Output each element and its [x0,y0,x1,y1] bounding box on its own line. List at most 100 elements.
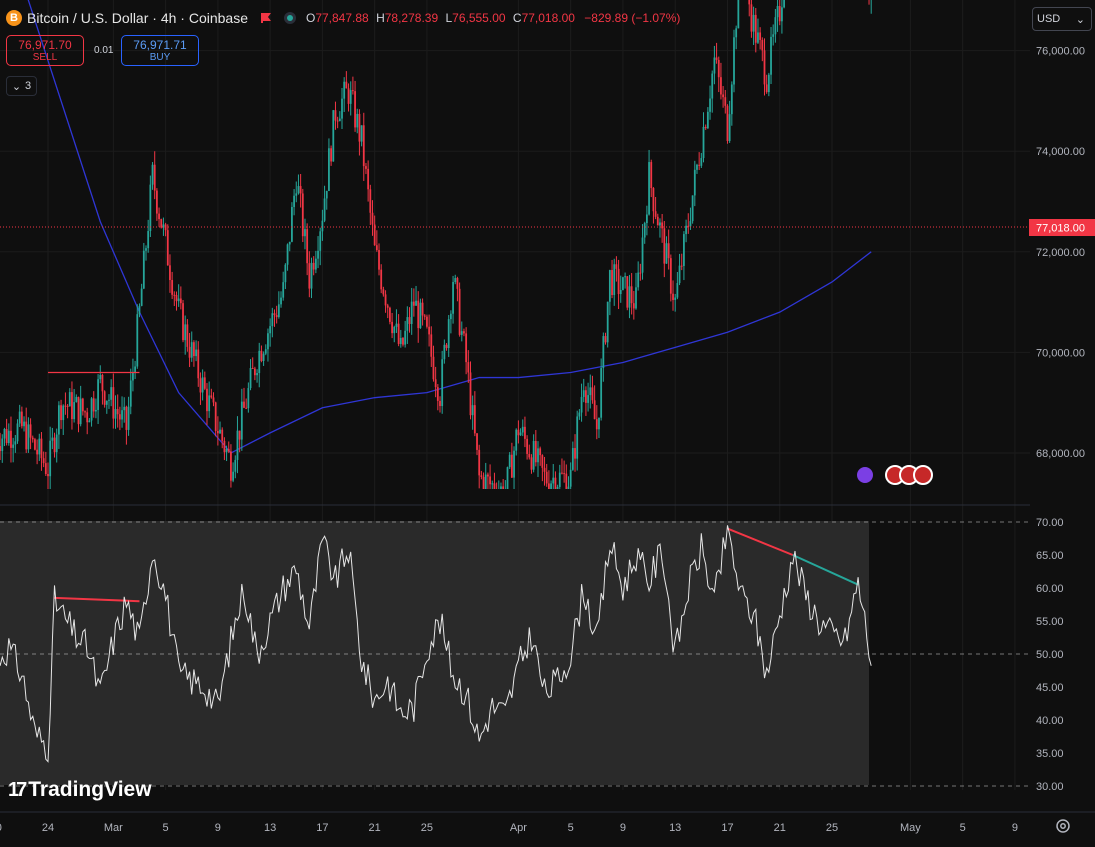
candle-body [615,264,618,269]
candle [674,293,677,312]
candle [543,456,546,486]
candle [726,104,729,144]
candle [190,331,193,362]
candle-body [650,162,653,189]
candle [391,312,393,339]
currency-select[interactable]: USD ⌄ [1032,7,1092,31]
candle [371,200,374,236]
candle [641,224,644,280]
candle [356,108,359,134]
candle [567,476,570,489]
candle [669,254,672,302]
candle [90,397,93,427]
chevron-down-icon: ⌄ [11,80,22,93]
candle [71,381,73,430]
time-tick-label: 5 [568,822,574,834]
candle [221,427,224,449]
candle-body [147,231,150,249]
time-axis[interactable]: 20 24 Mar 5 9 13 17 21 25 Apr 5 9 13 17 21 25 May 5 9 [0,811,1095,834]
candle-body [269,326,272,334]
time-tick-label: 13 [264,822,276,834]
ohlc-values: O77,847.88 H78,278.39 L76,555.00 C77,018… [306,11,680,25]
candle-body [510,454,513,478]
trendlines[interactable] [48,0,859,603]
candle-body [330,148,333,162]
indicators-toggle[interactable]: ⌄ 3 [6,76,37,96]
candle [556,484,559,489]
candle [569,462,572,489]
candle-body [622,277,624,290]
candle-body [182,303,184,341]
candle [232,462,235,483]
candle-body [325,190,328,199]
sell-button[interactable]: 76,971.70 SELL [6,35,84,66]
price-axis[interactable]: 84,000.0082,000.0080,000.0078,000.0076,0… [1036,0,1085,460]
settings-icon[interactable] [1055,818,1071,834]
candle-body [153,164,156,191]
candle [216,416,219,446]
candle [210,388,213,399]
candle [767,72,770,97]
candle-body [354,91,356,128]
candle [541,454,544,482]
candle [454,274,457,285]
candle [667,229,670,270]
candlestick-series[interactable] [0,0,872,489]
candle [195,340,197,362]
candle-body [552,477,555,484]
candle-body [99,374,102,380]
candle [447,315,450,357]
buy-button[interactable]: 76,971.71 BUY [121,35,199,66]
candle-body [173,294,176,296]
candle [776,0,779,32]
candle [635,272,637,310]
candle [40,432,43,471]
candle [382,286,385,297]
candle-body [304,229,306,237]
candle [515,428,518,456]
event-us-flag-icon[interactable] [913,465,933,485]
candle [177,284,180,307]
symbol-title[interactable]: Bitcoin / U.S. Dollar · 4h · Coinbase [27,10,248,26]
candle-body [521,426,524,433]
candle-body [656,216,659,226]
candle [351,76,354,95]
candle [62,404,65,436]
market-status-icon[interactable] [283,12,296,24]
candle [449,310,452,334]
candle-body [221,429,224,441]
tradingview-icon: 17 [8,778,27,801]
candle-body [68,392,71,407]
candle-body [680,265,683,267]
candle [175,291,178,311]
candle [338,111,341,122]
flag-icon[interactable] [260,12,272,24]
rsi-axis[interactable]: 70.00 65.00 60.00 55.00 50.00 45.00 40.00 35.00… [1036,517,1064,793]
candle-body [783,0,785,8]
candle [722,86,725,108]
candle-body [121,410,123,420]
candle [360,125,363,147]
rsi-series-line [0,525,872,763]
candle [378,243,380,276]
candle-body [232,471,235,481]
price-tick-label: 68,000.00 [1036,448,1085,460]
candle [325,190,328,210]
symbol-header[interactable]: B Bitcoin / U.S. Dollar · 4h · Coinbase … [6,8,680,28]
event-lightning-icon[interactable] [855,465,875,485]
candle-body [460,331,463,335]
candle [51,427,54,450]
time-tick-label: 9 [1012,822,1018,834]
tradingview-logo[interactable]: 17 TradingView [8,778,152,802]
candle-body [774,17,777,35]
candle-body [763,50,766,85]
candle [16,419,19,444]
candle [678,253,681,286]
candle [870,0,872,14]
candle-body [676,283,679,298]
candle [336,116,339,129]
candle [293,189,295,216]
candle [188,332,191,368]
candle-body [116,409,119,415]
